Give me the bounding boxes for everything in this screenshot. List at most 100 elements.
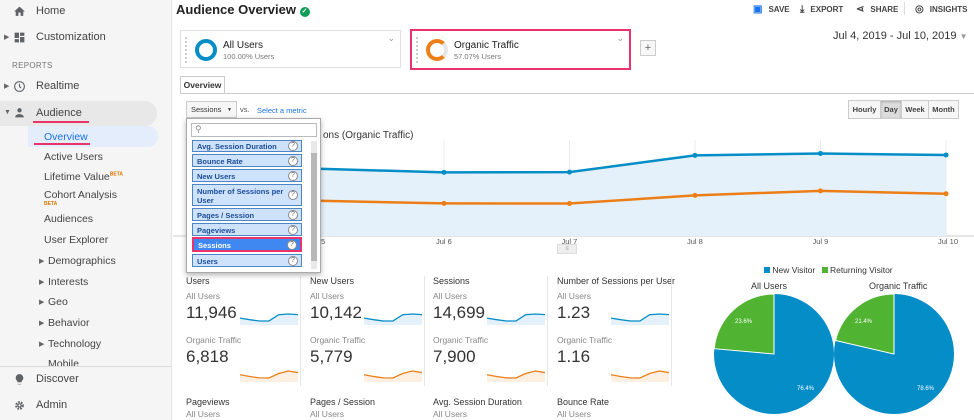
x-tick-label: Jul 10 [938, 237, 959, 246]
date-range-picker[interactable]: Jul 4, 2019 - Jul 10, 2019 ▼ [833, 30, 968, 42]
sidebar-item-behavior[interactable]: ▶ Behavior [39, 317, 89, 329]
share-icon: ⋖ [856, 4, 865, 15]
help-icon[interactable]: ? [288, 170, 298, 181]
drag-handle-icon[interactable] [185, 37, 190, 63]
sidebar-customization-label: Customization [36, 31, 106, 43]
interests-label: Interests [48, 276, 89, 288]
help-icon[interactable]: ? [288, 224, 298, 235]
save-label: SAVE [768, 5, 790, 14]
metric-option-label: Users [197, 257, 218, 266]
chevron-down-icon[interactable]: ⌄ [387, 33, 395, 43]
sidebar-item-active-users[interactable]: Active Users [44, 151, 103, 163]
metric-option[interactable]: Bounce Rate? [192, 154, 302, 167]
insights-label: INSIGHTS [929, 5, 968, 14]
metric-card-bounce-rate: Bounce Rate All Users [557, 397, 672, 419]
week-button[interactable]: Week [901, 100, 929, 119]
metric-option-label: Number of Sessions per User [197, 187, 284, 205]
sidebar-item-lifetime-value[interactable]: Lifetime ValueBETA [44, 171, 123, 183]
sparkline [240, 370, 298, 382]
sparkline-line [240, 313, 298, 322]
chevron-down-icon[interactable]: ⌄ [616, 33, 624, 43]
metric-option[interactable]: Users? [192, 254, 302, 267]
add-segment-button[interactable]: + [640, 40, 656, 56]
expand-arrow-icon: ▶ [39, 258, 45, 265]
chart-resize-handle[interactable]: ≡ [557, 244, 577, 254]
hourly-button[interactable]: Hourly [848, 100, 881, 119]
mobile-label: Mobile [48, 358, 79, 366]
metric-select-value: Sessions [191, 105, 222, 114]
metric-option[interactable]: New Users? [192, 169, 302, 182]
expand-arrow-icon: ▶ [39, 279, 45, 286]
sidebar-item-realtime[interactable]: ▶ Realtime [0, 76, 172, 98]
help-icon[interactable]: ? [288, 190, 298, 200]
drag-handle-icon[interactable] [416, 37, 421, 63]
insights-icon: ◎ [915, 4, 924, 15]
legend-new-visitor: New Visitor [772, 265, 816, 275]
metric-segment-label: All Users [310, 409, 345, 419]
verified-check-icon: ✓ [299, 7, 310, 17]
dropdown-scrollbar[interactable] [311, 141, 317, 269]
sidebar-item-technology[interactable]: ▶ Technology [39, 338, 102, 350]
help-icon[interactable]: ? [287, 239, 297, 250]
metric-option-selected[interactable]: Sessions? [192, 237, 302, 252]
sparkline-area [240, 371, 298, 382]
share-button[interactable]: ⋖ SHARE [856, 4, 898, 15]
tab-overview[interactable]: Overview [180, 76, 225, 94]
metric-search-input[interactable]: ⚲ [191, 123, 317, 137]
metric-segment-label: All Users [433, 409, 468, 419]
sidebar-item-mobile[interactable]: ▶Mobile [48, 358, 79, 366]
metric-segment-label: Organic Traffic [433, 335, 489, 345]
help-icon[interactable]: ? [288, 209, 298, 220]
series-point [943, 191, 949, 197]
help-icon[interactable]: ? [288, 255, 298, 266]
sidebar-item-discover[interactable]: Discover [0, 369, 172, 391]
legend-swatch [764, 267, 770, 273]
main-content: Audience Overview ✓ ▣ SAVE ⤓ EXPORT ⋖ SHARE… [173, 0, 974, 420]
metric-option[interactable]: Number of Sessions per User? [192, 184, 302, 206]
sidebar-item-geo[interactable]: ▶ Geo [39, 296, 68, 308]
sidebar-item-customization[interactable]: ▶ Customization [0, 27, 172, 49]
cohort-analysis-label: Cohort Analysis [44, 189, 117, 201]
export-button[interactable]: ⤓ EXPORT [800, 4, 843, 15]
sidebar-item-user-explorer[interactable]: User Explorer [44, 234, 109, 246]
metric-option[interactable]: Pageviews? [192, 223, 302, 236]
pie-label-returning: 21.4% [855, 319, 873, 325]
metric-value: 5,779 [310, 347, 353, 366]
pie-title: Organic Traffic [869, 281, 928, 291]
help-icon[interactable]: ? [288, 155, 298, 166]
sidebar-item-admin[interactable]: Admin [0, 395, 172, 417]
sidebar-item-home[interactable]: Home [0, 1, 172, 23]
metric-option[interactable]: Avg. Session Duration? [192, 140, 302, 152]
insights-button[interactable]: ◎ INSIGHTS [915, 4, 968, 15]
metric-title: New Users [310, 276, 355, 286]
sidebar-item-audience[interactable]: ▼ Audience [0, 101, 157, 126]
sidebar-audience-label: Audience [36, 107, 82, 119]
sparkline-line [611, 370, 669, 379]
scrollbar-thumb[interactable] [311, 153, 317, 261]
sparkline-line [364, 370, 422, 379]
sidebar-item-interests[interactable]: ▶ Interests [39, 276, 89, 288]
save-button[interactable]: ▣ SAVE [753, 4, 790, 15]
sidebar-item-demographics[interactable]: ▶ Demographics [39, 255, 116, 267]
x-tick-label: 5 [321, 237, 326, 246]
series-point [567, 201, 572, 207]
sparkline-area [611, 314, 669, 325]
day-button[interactable]: Day [880, 100, 902, 119]
sidebar-item-overview[interactable]: Overview [28, 126, 158, 147]
lightbulb-icon [12, 373, 26, 387]
month-button[interactable]: Month [928, 100, 959, 119]
tab-divider [180, 93, 974, 94]
metric-title: Pageviews [186, 397, 230, 407]
segment-all-users[interactable]: All Users 100.00% Users ⌄ [180, 30, 401, 68]
segment-ring-icon [195, 39, 217, 61]
segment-ring-icon [426, 39, 448, 61]
help-icon[interactable]: ? [288, 141, 298, 151]
sidebar-item-cohort-analysis[interactable]: Cohort Analysis BETA [44, 189, 117, 207]
select-metric-link[interactable]: Select a metric [257, 106, 307, 115]
metric-select[interactable]: Sessions ▼ [186, 101, 237, 118]
technology-label: Technology [48, 338, 102, 350]
metric-option[interactable]: Pages / Session? [192, 208, 302, 221]
metric-segment-label: All Users [186, 291, 221, 301]
segment-organic-traffic[interactable]: Organic Traffic 57.07% Users ⌄ [410, 29, 631, 70]
sidebar-item-audiences[interactable]: Audiences [44, 213, 94, 225]
